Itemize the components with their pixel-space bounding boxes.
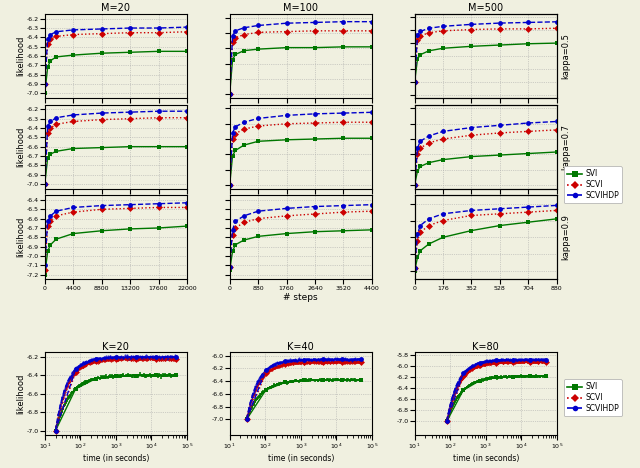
Title: K=80: K=80	[472, 342, 499, 351]
Legend: SVI, SCVI, SCVIHDP: SVI, SCVI, SCVIHDP	[564, 167, 622, 203]
Legend: SVI, SCVI, SCVIHDP: SVI, SCVI, SCVIHDP	[564, 380, 622, 416]
Title: M=20: M=20	[101, 3, 131, 13]
Y-axis label: likelihood: likelihood	[16, 36, 25, 76]
Title: M=500: M=500	[468, 3, 503, 13]
Title: K=20: K=20	[102, 342, 129, 351]
X-axis label: time (in seconds): time (in seconds)	[268, 453, 334, 462]
Y-axis label: kappa=0.7: kappa=0.7	[561, 124, 570, 169]
X-axis label: # steps: # steps	[284, 293, 318, 302]
Y-axis label: likelihood: likelihood	[16, 126, 25, 167]
Title: M=100: M=100	[284, 3, 318, 13]
Y-axis label: likelihood: likelihood	[16, 217, 25, 257]
Title: K=40: K=40	[287, 342, 314, 351]
X-axis label: time (in seconds): time (in seconds)	[452, 453, 519, 462]
Y-axis label: kappa=0.9: kappa=0.9	[561, 214, 570, 260]
X-axis label: time (in seconds): time (in seconds)	[83, 453, 149, 462]
Y-axis label: kappa=0.5: kappa=0.5	[561, 33, 570, 79]
Y-axis label: likelihood: likelihood	[16, 373, 25, 414]
